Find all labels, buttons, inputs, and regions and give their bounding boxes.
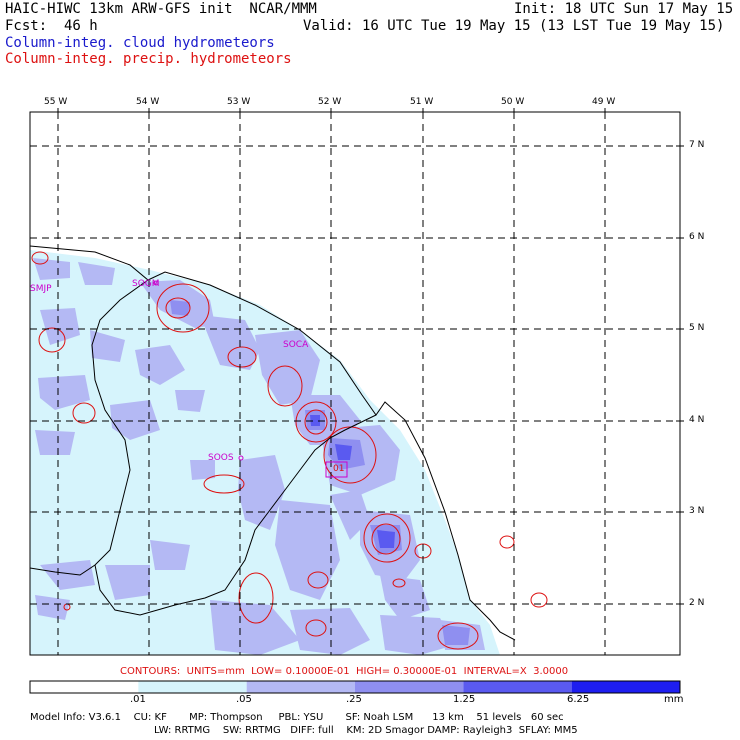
- precip-contours: [31, 251, 548, 650]
- station-soos: SOOS: [208, 453, 234, 463]
- lon-label-50w: 50 W: [501, 97, 525, 107]
- colorbar-tick-1: .05: [236, 694, 252, 705]
- lon-label-53w: 53 W: [227, 97, 251, 107]
- model-info-line2: LW: RRTMG SW: RRTMG DIFF: full KM: 2D Sm…: [154, 725, 578, 736]
- colorbar-segment: [571, 681, 680, 693]
- lat-label-2n: 2 N: [689, 598, 705, 608]
- colorbar-unit: mm: [664, 694, 684, 705]
- valid-time: Valid: 16 UTC Tue 19 May 15 (13 LST Tue …: [303, 18, 725, 34]
- lon-label-55w: 55 W: [44, 97, 68, 107]
- colorbar-segment: [30, 681, 139, 693]
- colorbar-segment: [138, 681, 247, 693]
- colorbar-segment: [355, 681, 464, 693]
- station-01: 01: [333, 464, 345, 474]
- station-smjp: SMJP: [30, 284, 52, 294]
- lat-label-6n: 6 N: [689, 232, 705, 242]
- station-markers: [153, 280, 348, 478]
- colorbar-tick-2: .25: [346, 694, 362, 705]
- plot-frame: [29, 111, 681, 656]
- colorbar: [29, 680, 681, 694]
- contour-info: CONTOURS: UNITS=mm LOW= 0.10000E-01 HIGH…: [120, 666, 569, 677]
- colorbar-frame: [29, 680, 681, 694]
- lon-label-54w: 54 W: [136, 97, 160, 107]
- station-sogm: SOGM: [132, 279, 160, 289]
- station-soca: SOCA: [283, 340, 309, 350]
- lon-label-51w: 51 W: [410, 97, 434, 107]
- lat-label-7n: 7 N: [689, 140, 705, 150]
- coastline: [30, 245, 516, 641]
- colorbar-tick-0: .01: [130, 694, 146, 705]
- graticule: [30, 112, 680, 655]
- field-cloud-label: Column-integ. cloud hydrometeors: [5, 35, 275, 51]
- colorbar-segment: [246, 681, 355, 693]
- colorbar-tick-3: 1.25: [453, 694, 476, 705]
- lon-label-52w: 52 W: [318, 97, 342, 107]
- init-time: Init: 18 UTC Sun 17 May 15: [514, 1, 734, 17]
- lat-label-3n: 3 N: [689, 506, 705, 516]
- colorbar-tick-4: 6.25: [567, 694, 590, 705]
- colorbar-segment: [463, 681, 572, 693]
- forecast-hour: Fcst: 46 h: [5, 18, 98, 34]
- lon-label-49w: 49 W: [592, 97, 616, 107]
- lat-label-5n: 5 N: [689, 323, 705, 333]
- field-precip-label: Column-integ. precip. hydrometeors: [5, 51, 292, 67]
- lat-label-4n: 4 N: [689, 415, 705, 425]
- model-info-line1: Model Info: V3.6.1 CU: KF MP: Thompson P…: [30, 712, 564, 723]
- run-title: HAIC-HIWC 13km ARW-GFS init NCAR/MMM: [5, 1, 317, 17]
